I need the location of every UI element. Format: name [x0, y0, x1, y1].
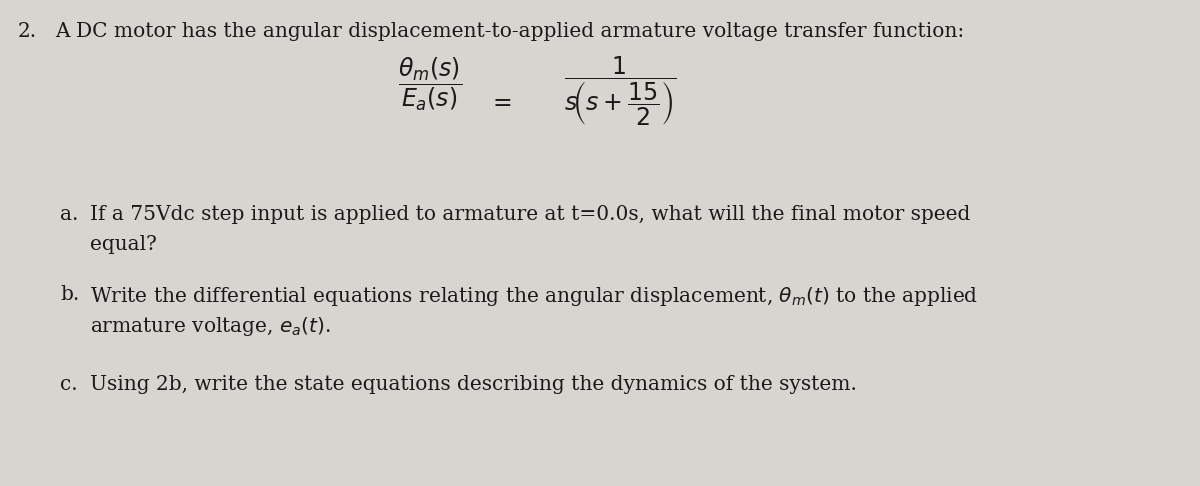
- Text: If a 75Vdc step input is applied to armature at t=0.0s, what will the final moto: If a 75Vdc step input is applied to arma…: [90, 205, 971, 224]
- Text: armature voltage, $e_a(t)$.: armature voltage, $e_a(t)$.: [90, 315, 331, 338]
- Text: a.: a.: [60, 205, 78, 224]
- Text: equal?: equal?: [90, 235, 157, 254]
- Text: c.: c.: [60, 375, 78, 394]
- Text: A DC motor has the angular displacement-to-applied armature voltage transfer fun: A DC motor has the angular displacement-…: [55, 22, 965, 41]
- Text: Using 2b, write the state equations describing the dynamics of the system.: Using 2b, write the state equations desc…: [90, 375, 857, 394]
- Text: $\dfrac{1}{s\!\left(s+\dfrac{15}{2}\right)}$: $\dfrac{1}{s\!\left(s+\dfrac{15}{2}\righ…: [564, 55, 676, 128]
- Text: 2.: 2.: [18, 22, 37, 41]
- Text: $\dfrac{\theta_m(s)}{E_a(s)}$: $\dfrac{\theta_m(s)}{E_a(s)}$: [398, 55, 462, 113]
- Text: $=$: $=$: [488, 90, 512, 113]
- Text: Write the differential equations relating the angular displacement, $\theta_m(t): Write the differential equations relatin…: [90, 285, 978, 308]
- Text: b.: b.: [60, 285, 79, 304]
